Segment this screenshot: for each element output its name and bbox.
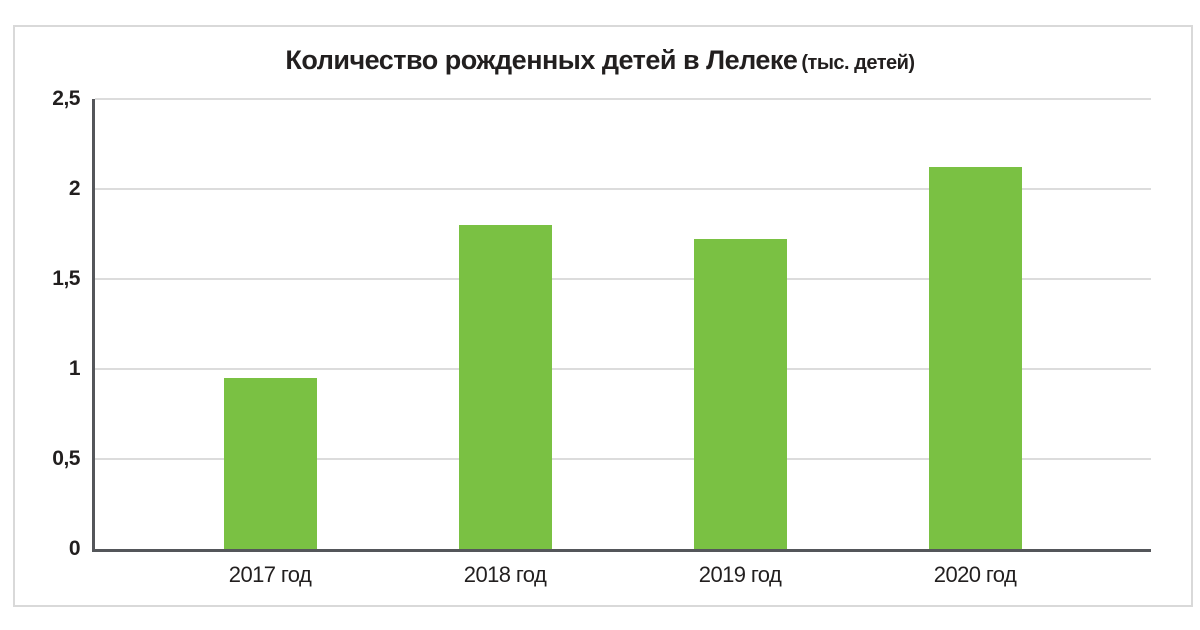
x-tick-label-2018: 2018 год bbox=[463, 562, 547, 587]
gridline-0,5 bbox=[95, 458, 1151, 460]
gridline-2 bbox=[95, 188, 1151, 190]
plot-area bbox=[92, 98, 1151, 552]
bar-2020 bbox=[928, 167, 1022, 549]
gridline-1,5 bbox=[95, 278, 1151, 280]
bar-2019 bbox=[693, 239, 787, 549]
chart-title-suffix: (тыс. детей) bbox=[801, 52, 915, 74]
x-tick-label-2017: 2017 год bbox=[228, 562, 312, 587]
gridline-1 bbox=[95, 368, 1151, 370]
y-tick-label-1,5: 1,5 bbox=[52, 267, 80, 290]
x-tick-label-2019: 2019 год bbox=[698, 562, 782, 587]
x-axis-labels: 2017 год 2018 год 2019 год 2020 год bbox=[95, 562, 1151, 592]
y-axis-labels: 0 0,5 1 1,5 2 2,5 bbox=[0, 87, 81, 560]
chart-frame bbox=[13, 25, 1193, 607]
chart-title: Количество рожденных детей в Лелеке (тыс… bbox=[0, 42, 1200, 83]
y-tick-label-2,5: 2,5 bbox=[52, 87, 80, 110]
y-tick-label-2: 2 bbox=[68, 177, 81, 200]
x-tick-label-2020: 2020 год bbox=[933, 562, 1017, 587]
bar-2018 bbox=[458, 225, 552, 549]
chart-title-main: Количество рожденных детей в Лелеке bbox=[285, 45, 798, 75]
gridline-2,5 bbox=[95, 98, 1151, 100]
bar-2017 bbox=[223, 378, 317, 549]
y-tick-label-0: 0 bbox=[68, 537, 81, 560]
y-tick-label-0,5: 0,5 bbox=[52, 447, 80, 470]
y-tick-label-1: 1 bbox=[68, 357, 81, 380]
